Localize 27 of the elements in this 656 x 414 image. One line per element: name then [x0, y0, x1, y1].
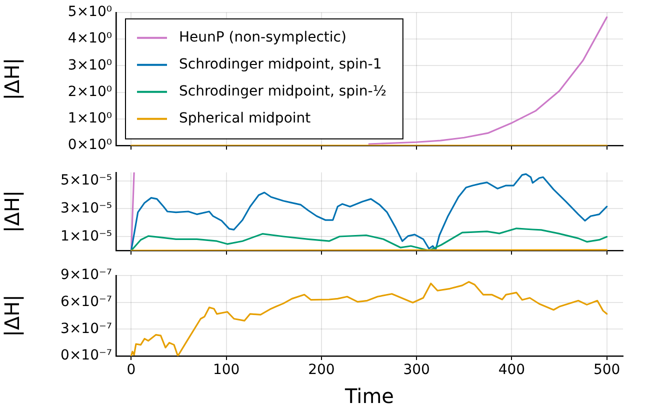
y-tick-label: 5×10⁰ [68, 4, 112, 20]
x-tick-label: 100 [212, 362, 240, 378]
y-tick-label: 3×10⁻⁵ [60, 200, 112, 216]
x-tick-label: 400 [498, 362, 526, 378]
x-tick-label: 500 [593, 362, 620, 378]
y-axis-title: |ΔH| [0, 294, 24, 337]
legend-label: HeunP (non-symplectic) [179, 30, 346, 46]
y-tick-label: 6×10⁻⁷ [60, 294, 112, 310]
legend-label: Schrodinger midpoint, spin-1 [179, 56, 382, 73]
y-tick-label: 9×10⁻⁷ [60, 267, 112, 284]
y-tick-label: 3×10⁰ [68, 57, 112, 74]
y-tick-label: 0×10⁰ [68, 137, 112, 154]
x-axis-title: Time [344, 384, 394, 408]
x-tick-label: 300 [403, 362, 430, 378]
y-tick-label: 1×10⁻⁵ [60, 228, 112, 244]
y-axis-title: |ΔH| [0, 58, 24, 100]
legend-label: Schrodinger midpoint, spin-½ [179, 84, 386, 100]
y-tick-label: 0×10⁻⁷ [60, 348, 112, 364]
y-tick-label: 5×10⁻⁵ [60, 172, 112, 188]
x-tick-label: 200 [308, 362, 335, 378]
y-tick-label: 2×10⁰ [68, 84, 112, 100]
y-tick-label: 1×10⁰ [68, 110, 112, 127]
y-tick-label: 4×10⁰ [68, 30, 112, 47]
legend-label: Spherical midpoint [179, 110, 312, 127]
x-tick-label: 0 [126, 362, 136, 378]
y-axis-title: |ΔH| [0, 190, 24, 233]
y-tick-label: 3×10⁻⁷ [60, 320, 112, 337]
